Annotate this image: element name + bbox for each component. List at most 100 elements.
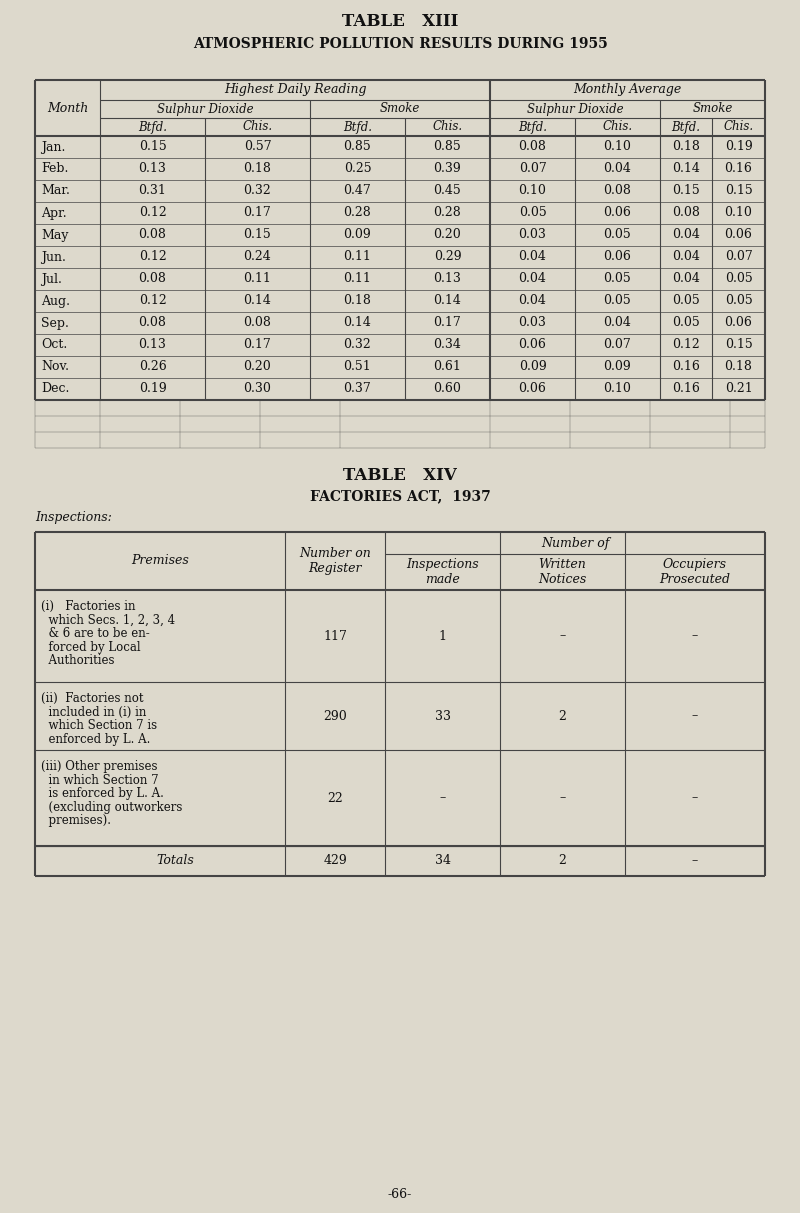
Text: 0.08: 0.08 xyxy=(138,273,166,285)
Text: 0.06: 0.06 xyxy=(518,338,546,352)
Text: (iii) Other premises: (iii) Other premises xyxy=(41,761,158,773)
Text: –: – xyxy=(692,710,698,723)
Text: 0.17: 0.17 xyxy=(244,206,271,220)
Text: Aug.: Aug. xyxy=(41,295,70,308)
Text: 0.11: 0.11 xyxy=(343,251,371,263)
Text: –: – xyxy=(559,630,566,643)
Text: 0.85: 0.85 xyxy=(434,141,462,154)
Text: 0.26: 0.26 xyxy=(138,360,166,374)
Text: premises).: premises). xyxy=(41,814,111,827)
Text: 0.10: 0.10 xyxy=(725,206,753,220)
Text: 0.30: 0.30 xyxy=(243,382,271,395)
Text: (ii)  Factories not: (ii) Factories not xyxy=(41,691,143,705)
Text: 0.05: 0.05 xyxy=(725,273,752,285)
Text: 0.05: 0.05 xyxy=(518,206,546,220)
Text: 0.39: 0.39 xyxy=(434,163,462,176)
Text: enforced by L. A.: enforced by L. A. xyxy=(41,733,150,746)
Text: 117: 117 xyxy=(323,630,347,643)
Text: 0.14: 0.14 xyxy=(243,295,271,308)
Text: 0.19: 0.19 xyxy=(138,382,166,395)
Text: 0.15: 0.15 xyxy=(725,338,752,352)
Text: 0.47: 0.47 xyxy=(344,184,371,198)
Text: 0.04: 0.04 xyxy=(518,273,546,285)
Text: 0.10: 0.10 xyxy=(603,382,631,395)
Text: 0.05: 0.05 xyxy=(672,295,700,308)
Text: Number on
Register: Number on Register xyxy=(299,547,371,575)
Text: 0.09: 0.09 xyxy=(604,360,631,374)
Text: 0.12: 0.12 xyxy=(672,338,700,352)
Text: Dec.: Dec. xyxy=(41,382,70,395)
Text: Totals: Totals xyxy=(156,854,194,867)
Text: 0.08: 0.08 xyxy=(138,317,166,330)
Text: 0.07: 0.07 xyxy=(518,163,546,176)
Text: 0.13: 0.13 xyxy=(138,338,166,352)
Text: 0.85: 0.85 xyxy=(344,141,371,154)
Text: 0.57: 0.57 xyxy=(244,141,271,154)
Text: 0.14: 0.14 xyxy=(434,295,462,308)
Text: 0.29: 0.29 xyxy=(434,251,462,263)
Text: Apr.: Apr. xyxy=(41,206,66,220)
Text: 0.14: 0.14 xyxy=(343,317,371,330)
Text: 290: 290 xyxy=(323,710,347,723)
Text: FACTORIES ACT,  1937: FACTORIES ACT, 1937 xyxy=(310,489,490,503)
Text: 0.04: 0.04 xyxy=(518,295,546,308)
Text: 0.15: 0.15 xyxy=(672,184,700,198)
Text: 0.05: 0.05 xyxy=(725,295,752,308)
Text: 0.18: 0.18 xyxy=(672,141,700,154)
Text: Chis.: Chis. xyxy=(723,120,754,133)
Text: 0.61: 0.61 xyxy=(434,360,462,374)
Text: & 6 are to be en-: & 6 are to be en- xyxy=(41,627,150,640)
Text: 0.12: 0.12 xyxy=(138,206,166,220)
Text: Mar.: Mar. xyxy=(41,184,70,198)
Text: Smoke: Smoke xyxy=(692,103,733,115)
Text: in which Section 7: in which Section 7 xyxy=(41,774,158,786)
Text: –: – xyxy=(439,792,446,804)
Text: 0.04: 0.04 xyxy=(603,163,631,176)
Text: Written
Notices: Written Notices xyxy=(538,558,586,586)
Text: 0.12: 0.12 xyxy=(138,295,166,308)
Text: 0.45: 0.45 xyxy=(434,184,462,198)
Text: May: May xyxy=(41,228,69,241)
Text: 0.09: 0.09 xyxy=(518,360,546,374)
Text: Btfd.: Btfd. xyxy=(671,120,701,133)
Text: Sulphur Dioxide: Sulphur Dioxide xyxy=(526,103,623,115)
Text: 0.32: 0.32 xyxy=(344,338,371,352)
Text: 0.12: 0.12 xyxy=(138,251,166,263)
Text: 0.10: 0.10 xyxy=(603,141,631,154)
Text: TABLE   XIII: TABLE XIII xyxy=(342,13,458,30)
Text: Oct.: Oct. xyxy=(41,338,67,352)
Text: Jan.: Jan. xyxy=(41,141,66,154)
Text: Jul.: Jul. xyxy=(41,273,62,285)
Text: (excluding outworkers: (excluding outworkers xyxy=(41,801,182,814)
Text: 0.13: 0.13 xyxy=(434,273,462,285)
Text: Btfd.: Btfd. xyxy=(138,120,167,133)
Text: 0.15: 0.15 xyxy=(244,228,271,241)
Text: 0.32: 0.32 xyxy=(244,184,271,198)
Text: included in (i) in: included in (i) in xyxy=(41,706,146,718)
Text: 0.17: 0.17 xyxy=(434,317,462,330)
Text: 0.08: 0.08 xyxy=(138,228,166,241)
Text: 34: 34 xyxy=(434,854,450,867)
Text: 0.06: 0.06 xyxy=(725,317,753,330)
Text: 0.08: 0.08 xyxy=(603,184,631,198)
Text: 0.06: 0.06 xyxy=(725,228,753,241)
Text: Smoke: Smoke xyxy=(380,103,420,115)
Text: Authorities: Authorities xyxy=(41,654,114,667)
Text: Feb.: Feb. xyxy=(41,163,68,176)
Text: is enforced by L. A.: is enforced by L. A. xyxy=(41,787,164,801)
Text: 33: 33 xyxy=(434,710,450,723)
Text: (i)   Factories in: (i) Factories in xyxy=(41,600,135,613)
Text: 0.05: 0.05 xyxy=(604,295,631,308)
Text: 0.20: 0.20 xyxy=(434,228,462,241)
Text: 0.60: 0.60 xyxy=(434,382,462,395)
Text: 0.16: 0.16 xyxy=(672,382,700,395)
Text: Number of: Number of xyxy=(541,536,609,549)
Text: 0.08: 0.08 xyxy=(672,206,700,220)
Text: 0.25: 0.25 xyxy=(344,163,371,176)
Text: 0.24: 0.24 xyxy=(244,251,271,263)
Text: 0.03: 0.03 xyxy=(518,228,546,241)
Text: 0.15: 0.15 xyxy=(138,141,166,154)
Text: 0.07: 0.07 xyxy=(725,251,752,263)
Text: 0.19: 0.19 xyxy=(725,141,752,154)
Text: 0.17: 0.17 xyxy=(244,338,271,352)
